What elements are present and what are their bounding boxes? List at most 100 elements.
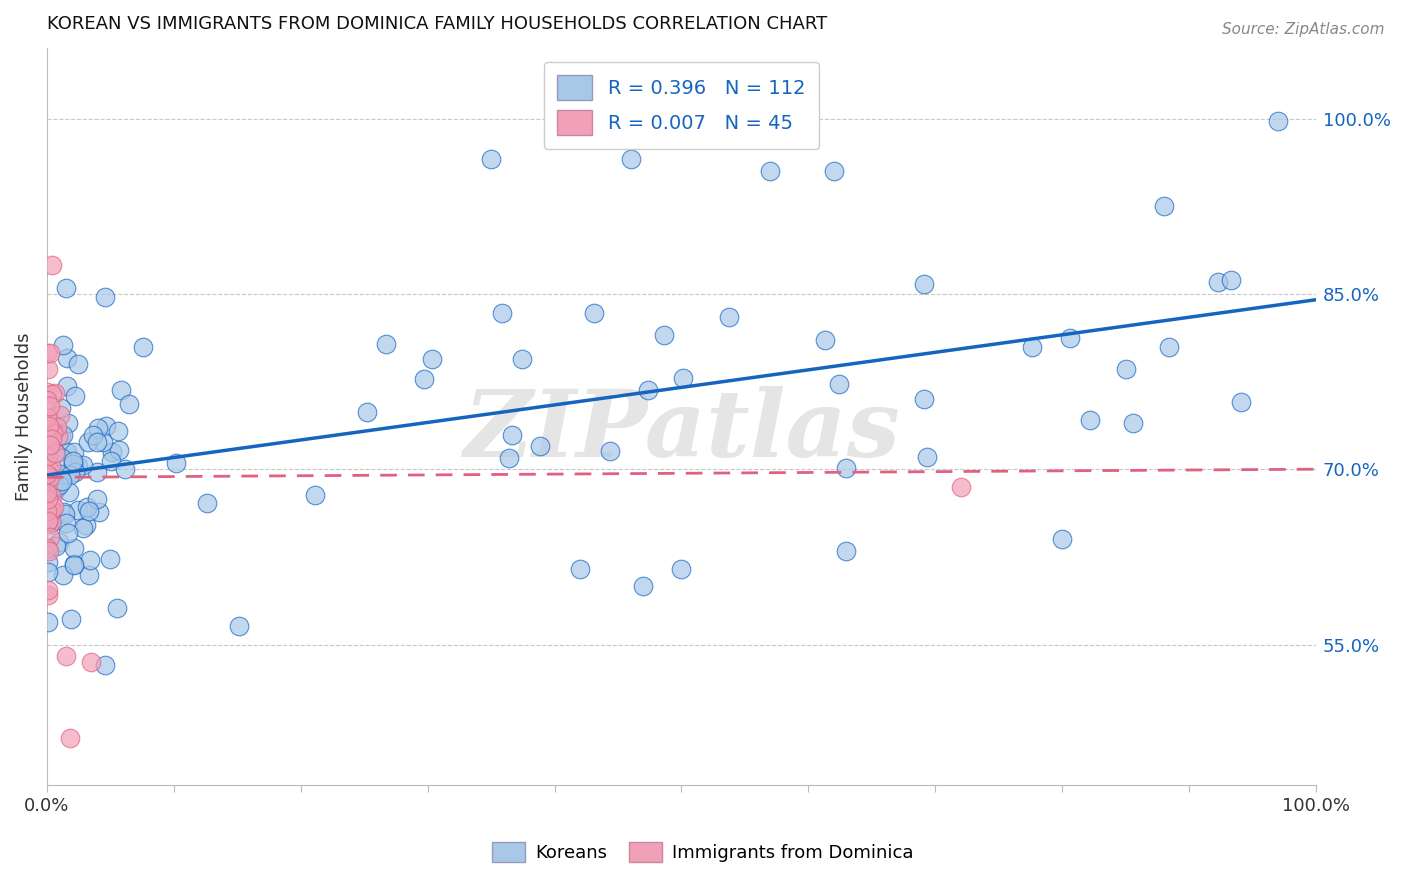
Point <box>37 346 59 360</box>
Point <box>45 482 67 496</box>
Point <box>38 516 60 531</box>
Point <box>38 463 60 477</box>
Point <box>37 418 59 433</box>
Point <box>38 530 60 544</box>
Point <box>228 619 250 633</box>
Point <box>38 399 60 413</box>
Point <box>63 444 86 458</box>
Point <box>35 410 58 425</box>
Point <box>100 454 122 468</box>
Point <box>51 474 73 488</box>
Point <box>76 435 98 450</box>
Point <box>1078 413 1101 427</box>
Point <box>35 504 58 518</box>
Point <box>671 561 693 575</box>
Point <box>35 392 58 407</box>
Point <box>63 541 86 555</box>
Point <box>62 558 84 573</box>
Point <box>49 401 72 416</box>
Point <box>37 542 59 557</box>
Point <box>827 377 849 392</box>
Point <box>949 480 972 494</box>
Point <box>86 421 108 435</box>
Point <box>529 439 551 453</box>
Point <box>35 431 58 445</box>
Point <box>41 432 63 446</box>
Point <box>37 555 59 569</box>
Point <box>46 420 69 434</box>
Point <box>35 486 58 500</box>
Point <box>41 516 63 530</box>
Point <box>108 443 131 458</box>
Point <box>72 521 94 535</box>
Point <box>94 418 117 433</box>
Point <box>101 444 124 458</box>
Point <box>41 258 63 272</box>
Point <box>55 281 77 295</box>
Point <box>93 658 115 673</box>
Y-axis label: Family Households: Family Households <box>15 333 32 500</box>
Point <box>479 153 502 167</box>
Point <box>42 500 65 514</box>
Point <box>39 504 62 518</box>
Point <box>56 445 79 459</box>
Point <box>633 579 655 593</box>
Text: KOREAN VS IMMIGRANTS FROM DOMINICA FAMILY HOUSEHOLDS CORRELATION CHART: KOREAN VS IMMIGRANTS FROM DOMINICA FAMIL… <box>46 15 827 33</box>
Point <box>912 392 935 406</box>
Point <box>38 543 60 558</box>
Point <box>52 338 75 352</box>
Point <box>304 488 326 502</box>
Point <box>44 446 66 460</box>
Legend: R = 0.396   N = 112, R = 0.007   N = 45: R = 0.396 N = 112, R = 0.007 N = 45 <box>544 62 820 149</box>
Point <box>1206 275 1229 289</box>
Point <box>37 425 59 440</box>
Point <box>44 385 66 400</box>
Point <box>835 461 858 475</box>
Point <box>46 429 69 443</box>
Point <box>56 416 79 430</box>
Point <box>38 476 60 491</box>
Point <box>37 514 59 528</box>
Point <box>49 427 72 442</box>
Point <box>41 386 63 401</box>
Point <box>98 551 121 566</box>
Point <box>79 553 101 567</box>
Point <box>814 333 837 347</box>
Point <box>37 475 59 490</box>
Point <box>58 484 80 499</box>
Point <box>637 383 659 397</box>
Point <box>498 451 520 466</box>
Point <box>915 450 938 465</box>
Text: Source: ZipAtlas.com: Source: ZipAtlas.com <box>1222 22 1385 37</box>
Legend: Koreans, Immigrants from Dominica: Koreans, Immigrants from Dominica <box>485 835 921 870</box>
Point <box>491 306 513 320</box>
Point <box>62 454 84 468</box>
Point <box>87 505 110 519</box>
Point <box>80 655 103 669</box>
Point <box>599 443 621 458</box>
Text: ZIPatlas: ZIPatlas <box>463 386 900 476</box>
Point <box>59 467 82 482</box>
Point <box>55 516 77 530</box>
Point <box>93 435 115 450</box>
Point <box>37 582 59 597</box>
Point <box>86 492 108 507</box>
Point <box>38 410 60 425</box>
Point <box>107 424 129 438</box>
Point <box>76 500 98 515</box>
Point <box>35 384 58 399</box>
Point <box>38 418 60 433</box>
Point <box>105 600 128 615</box>
Point <box>63 557 86 571</box>
Point <box>39 469 62 483</box>
Point <box>1122 417 1144 431</box>
Point <box>759 164 782 178</box>
Point <box>75 518 97 533</box>
Point <box>53 507 76 521</box>
Point <box>55 378 77 392</box>
Point <box>44 480 66 494</box>
Point <box>718 310 741 324</box>
Point <box>52 428 75 442</box>
Point <box>45 539 67 553</box>
Point <box>835 544 858 558</box>
